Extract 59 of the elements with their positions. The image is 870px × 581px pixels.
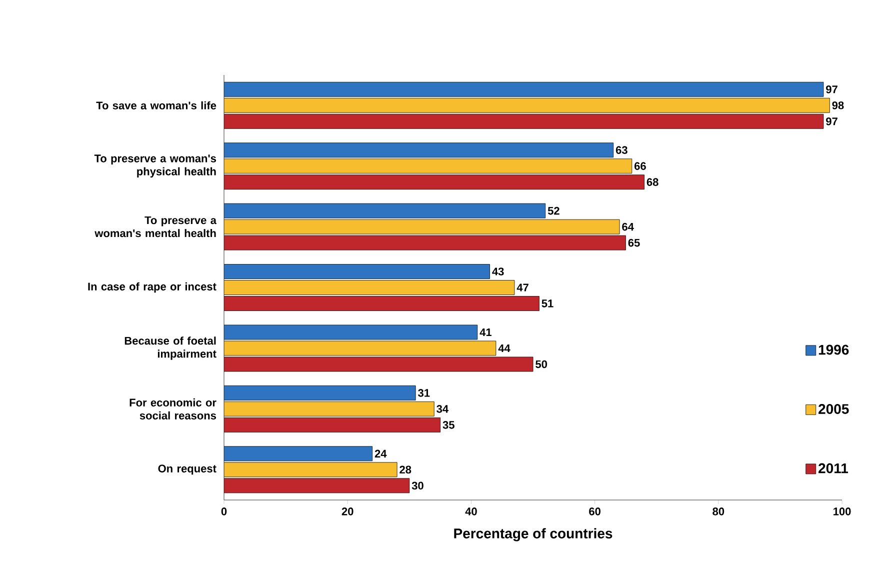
data-label: 63 xyxy=(616,146,628,154)
data-label: 34 xyxy=(436,405,449,413)
x-tick-label: 40 xyxy=(465,508,477,516)
data-label: 98 xyxy=(832,101,844,110)
data-label: 44 xyxy=(498,344,510,352)
bar xyxy=(224,98,830,113)
data-label: 28 xyxy=(400,466,412,474)
bar xyxy=(224,478,410,494)
data-label: 97 xyxy=(826,117,838,126)
data-label: 43 xyxy=(492,268,504,276)
y-tick-label: To preserve a woman's physical health xyxy=(94,154,216,178)
y-tick-label: Because of foetal impairment xyxy=(124,336,216,360)
data-label: 47 xyxy=(516,284,528,292)
data-label: 68 xyxy=(646,178,658,186)
data-label: 65 xyxy=(628,238,640,247)
y-tick-label: For economic or social reasons xyxy=(130,398,216,420)
bar xyxy=(224,203,546,218)
x-tick-label: 100 xyxy=(834,508,851,516)
bar xyxy=(224,142,614,158)
bar xyxy=(224,174,644,190)
x-tick-label: 60 xyxy=(589,508,600,516)
bar xyxy=(224,324,478,340)
bar xyxy=(224,280,515,295)
bar xyxy=(224,296,540,311)
legend-label: 2005 xyxy=(818,404,849,414)
bar xyxy=(224,417,441,432)
bar xyxy=(224,82,824,97)
bar xyxy=(224,114,824,129)
bar xyxy=(224,340,496,356)
data-label: 35 xyxy=(442,421,454,429)
data-label: 24 xyxy=(374,450,387,458)
bar xyxy=(224,264,490,279)
y-tick-label: To preserve a woman's mental health xyxy=(94,216,217,238)
x-axis-title: Percentage of countries xyxy=(454,528,612,542)
bar xyxy=(224,356,534,372)
y-tick-label: On request xyxy=(158,464,216,475)
x-tick-label: 0 xyxy=(221,508,227,516)
bar xyxy=(224,158,632,174)
data-label: 97 xyxy=(826,85,838,94)
data-label: 41 xyxy=(480,328,492,336)
bar xyxy=(224,385,416,400)
data-label: 52 xyxy=(548,206,560,215)
legend-label: 1996 xyxy=(818,344,849,355)
bar xyxy=(224,462,398,478)
data-label: 66 xyxy=(634,162,646,170)
data-label: 31 xyxy=(418,389,430,397)
bar xyxy=(224,219,620,234)
bar xyxy=(224,446,373,462)
y-tick-label: To save a woman's life xyxy=(96,101,216,110)
bar xyxy=(224,401,434,416)
bar xyxy=(224,235,626,250)
data-label: 51 xyxy=(542,300,554,308)
legend-label: 2011 xyxy=(818,463,848,474)
data-label: 64 xyxy=(622,222,634,231)
data-label: 50 xyxy=(536,360,547,368)
x-tick-label: 20 xyxy=(342,508,354,516)
x-tick-label: 80 xyxy=(712,508,724,516)
data-label: 30 xyxy=(412,482,424,490)
y-tick-label: In case of rape or incest xyxy=(88,282,216,293)
